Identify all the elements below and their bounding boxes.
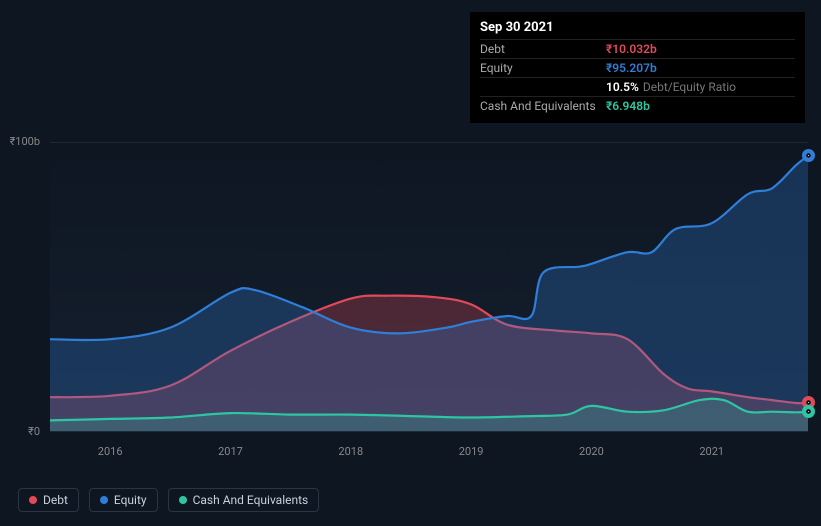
tooltip-row: Equity₹95.207b <box>480 58 795 77</box>
y-axis-label: ₹0 <box>0 425 40 438</box>
tooltip-row-sub: Debt/Equity Ratio <box>643 80 736 94</box>
tooltip-row-label <box>480 80 606 94</box>
tooltip-row: 10.5%Debt/Equity Ratio <box>480 77 795 96</box>
tooltip-row-value: ₹6.948b <box>606 99 650 113</box>
x-axis-label: 2018 <box>338 445 363 458</box>
legend-item-equity[interactable]: Equity <box>89 488 158 512</box>
series-end-marker <box>804 151 813 160</box>
chart-plot[interactable] <box>50 142 808 432</box>
legend-item-label: Cash And Equivalents <box>193 493 309 507</box>
tooltip-row-label: Equity <box>480 61 606 75</box>
tooltip-row: Cash And Equivalents₹6.948b <box>480 96 795 115</box>
legend-item-debt[interactable]: Debt <box>18 488 79 512</box>
legend-item-cash-and-equivalents[interactable]: Cash And Equivalents <box>168 488 320 512</box>
tooltip: Sep 30 2021 Debt₹10.032bEquity₹95.207b10… <box>470 12 805 123</box>
tooltip-row-label: Debt <box>480 42 606 56</box>
tooltip-row: Debt₹10.032b <box>480 39 795 58</box>
x-axis-label: 2016 <box>98 445 123 458</box>
x-axis-label: 2017 <box>218 445 243 458</box>
x-axis-label: 2021 <box>699 445 724 458</box>
series-end-marker <box>804 398 813 407</box>
tooltip-row-value: ₹10.032b <box>606 42 657 56</box>
legend-dot-icon <box>29 496 37 504</box>
legend: Debt Equity Cash And Equivalents <box>18 488 319 512</box>
legend-dot-icon <box>179 496 187 504</box>
legend-dot-icon <box>100 496 108 504</box>
x-axis-label: 2020 <box>579 445 604 458</box>
tooltip-date: Sep 30 2021 <box>480 18 795 39</box>
x-axis-label: 2019 <box>459 445 484 458</box>
legend-item-label: Debt <box>43 493 68 507</box>
y-axis-label: ₹100b <box>0 135 40 148</box>
chart-area: ₹100b ₹0 2016 2017 2018 2019 2020 2021 <box>0 120 821 455</box>
tooltip-row-label: Cash And Equivalents <box>480 99 606 113</box>
tooltip-row-value: 10.5%Debt/Equity Ratio <box>606 80 736 94</box>
series-end-marker <box>804 407 813 416</box>
legend-item-label: Equity <box>114 493 147 507</box>
tooltip-row-value: ₹95.207b <box>606 61 657 75</box>
